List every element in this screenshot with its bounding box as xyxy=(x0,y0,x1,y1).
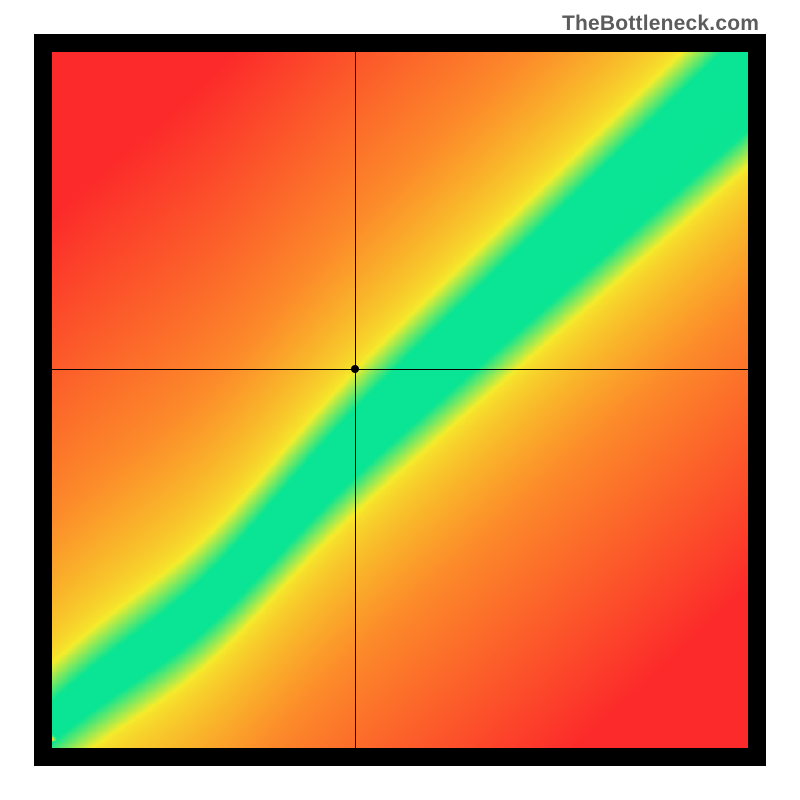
watermark-text: TheBottleneck.com xyxy=(562,12,759,36)
root: TheBottleneck.com xyxy=(0,0,800,800)
heatmap-plot xyxy=(52,52,748,748)
heatmap-canvas xyxy=(52,52,748,748)
